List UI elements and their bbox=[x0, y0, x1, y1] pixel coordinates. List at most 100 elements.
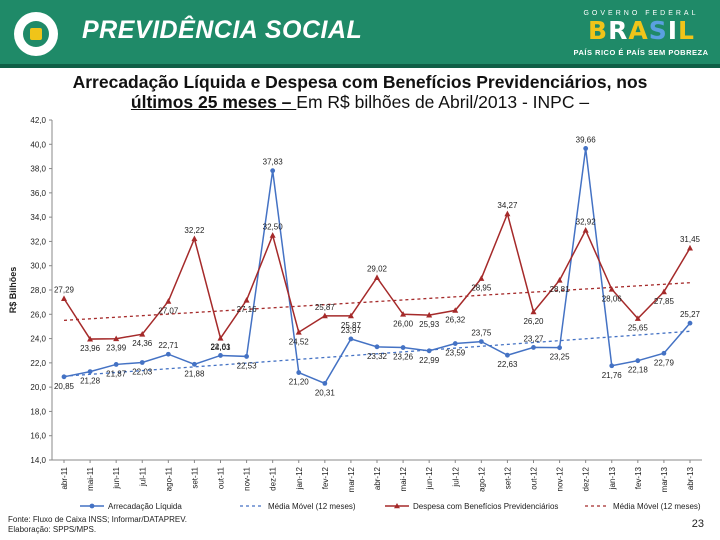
data-label: 32,50 bbox=[263, 222, 284, 231]
data-label: 24,52 bbox=[289, 337, 310, 346]
gov-federal-label: GOVERNO FEDERAL bbox=[583, 10, 699, 17]
data-point bbox=[556, 276, 563, 283]
data-label: 32,22 bbox=[184, 226, 205, 235]
data-point bbox=[557, 345, 562, 351]
data-point bbox=[61, 295, 67, 302]
data-point bbox=[347, 312, 354, 319]
data-label: 25,93 bbox=[419, 320, 440, 329]
y-tick-label: 28,0 bbox=[30, 286, 46, 295]
data-point bbox=[139, 360, 145, 365]
y-tick-label: 42,0 bbox=[30, 116, 46, 125]
data-label: 34,27 bbox=[497, 201, 518, 210]
data-label: 27,07 bbox=[158, 306, 179, 315]
data-label: 22,18 bbox=[628, 366, 649, 375]
data-label: 25,27 bbox=[680, 310, 701, 319]
y-axis-label: R$ Bilhões bbox=[8, 267, 18, 314]
data-label: 32,92 bbox=[576, 217, 597, 226]
data-point bbox=[661, 350, 667, 356]
x-tick-label: jul-11 bbox=[138, 466, 147, 487]
data-point bbox=[687, 244, 693, 251]
data-label: 28,81 bbox=[550, 285, 571, 294]
data-label: 25,87 bbox=[341, 321, 362, 330]
x-tick-label: ago-12 bbox=[477, 466, 486, 491]
data-label: 26,00 bbox=[393, 319, 414, 328]
title-bold-part: últimos 25 meses – bbox=[130, 92, 297, 112]
x-tick-label: out-12 bbox=[530, 466, 539, 489]
data-point bbox=[244, 354, 249, 359]
x-tick-label: dez-11 bbox=[269, 466, 278, 490]
data-point bbox=[452, 307, 459, 313]
data-label: 22,99 bbox=[419, 356, 440, 365]
data-point bbox=[609, 363, 615, 369]
data-label: 22,03 bbox=[132, 367, 153, 376]
data-point bbox=[61, 374, 67, 380]
data-point bbox=[113, 362, 119, 367]
x-tick-label: jul-12 bbox=[451, 466, 460, 487]
brasil-letter: L bbox=[678, 16, 694, 45]
brasil-letter: I bbox=[667, 16, 678, 45]
data-label: 24,03 bbox=[210, 343, 231, 352]
legend-label: Média Móvel (12 meses) bbox=[613, 502, 701, 511]
data-label: 21,20 bbox=[289, 378, 310, 387]
data-point bbox=[87, 335, 94, 342]
data-point bbox=[634, 315, 641, 321]
x-tick-label: abr-13 bbox=[686, 466, 695, 490]
prepared-note: Elaboração: SPPS/MPS. bbox=[8, 525, 97, 534]
data-point bbox=[218, 353, 223, 358]
page-number: 23 bbox=[691, 518, 704, 530]
data-label: 23,26 bbox=[393, 353, 414, 362]
data-label: 23,59 bbox=[445, 349, 466, 358]
data-label: 31,45 bbox=[680, 235, 701, 244]
data-label: 22,61 bbox=[210, 342, 231, 351]
data-point bbox=[635, 358, 641, 364]
data-label: 22,79 bbox=[654, 358, 675, 367]
legend-label: Arrecadação Líquida bbox=[108, 502, 182, 511]
brand-title: PREVIDÊNCIA SOCIAL bbox=[82, 16, 363, 44]
x-tick-label: mai-11 bbox=[86, 466, 95, 490]
data-label: 21,76 bbox=[602, 371, 623, 380]
data-point bbox=[87, 369, 93, 374]
x-tick-label: dez-12 bbox=[582, 466, 591, 491]
data-label: 23,97 bbox=[341, 326, 362, 335]
data-label: 25,87 bbox=[315, 303, 336, 312]
legend-label: Média Móvel (12 meses) bbox=[268, 502, 356, 511]
data-label: 22,63 bbox=[497, 360, 518, 369]
data-point bbox=[165, 351, 171, 357]
data-point bbox=[426, 348, 432, 354]
y-tick-label: 24,0 bbox=[30, 335, 46, 344]
y-tick-label: 30,0 bbox=[30, 262, 46, 271]
data-point bbox=[217, 335, 224, 341]
data-label: 21,87 bbox=[106, 369, 127, 378]
data-label: 23,25 bbox=[550, 353, 571, 362]
data-point bbox=[504, 210, 511, 217]
data-point bbox=[426, 311, 433, 318]
data-point bbox=[322, 380, 328, 386]
legend-label: Despesa com Benefícios Previdenciários bbox=[413, 502, 558, 511]
x-tick-label: abr-11 bbox=[60, 466, 69, 489]
data-point bbox=[243, 297, 250, 303]
x-tick-label: jan-13 bbox=[608, 466, 617, 490]
previdencia-logo-icon bbox=[14, 12, 58, 56]
data-label: 21,28 bbox=[80, 377, 101, 386]
slide-title: Arrecadação Líquida e Despesa com Benefí… bbox=[10, 72, 710, 112]
x-tick-label: mar-12 bbox=[347, 466, 356, 492]
legend-marker bbox=[89, 503, 95, 509]
data-label: 22,71 bbox=[158, 341, 179, 350]
data-label: 21,88 bbox=[184, 369, 205, 378]
y-tick-label: 38,0 bbox=[30, 165, 46, 174]
footer-source: Fonte: Fluxo de Caixa INSS; Informar/DAT… bbox=[8, 515, 187, 535]
data-label: 26,32 bbox=[445, 315, 466, 324]
data-label: 26,20 bbox=[523, 317, 544, 326]
data-point bbox=[321, 312, 328, 319]
brasil-letter: R bbox=[608, 16, 628, 45]
header-stripe bbox=[0, 64, 720, 68]
line-chart: 14,0 16,0 18,0 20,0 22,0 24,0 26,0 28,0 30,0 32,0… bbox=[8, 116, 702, 511]
data-point bbox=[374, 274, 380, 281]
brasil-letter: B bbox=[588, 16, 608, 45]
data-label: 27,85 bbox=[654, 297, 675, 306]
x-tick-label: nov-12 bbox=[556, 466, 565, 491]
y-tick-label: 32,0 bbox=[30, 237, 46, 246]
data-point bbox=[400, 311, 407, 317]
x-tick-label: jun-12 bbox=[425, 466, 434, 490]
data-label: 39,66 bbox=[576, 135, 597, 144]
